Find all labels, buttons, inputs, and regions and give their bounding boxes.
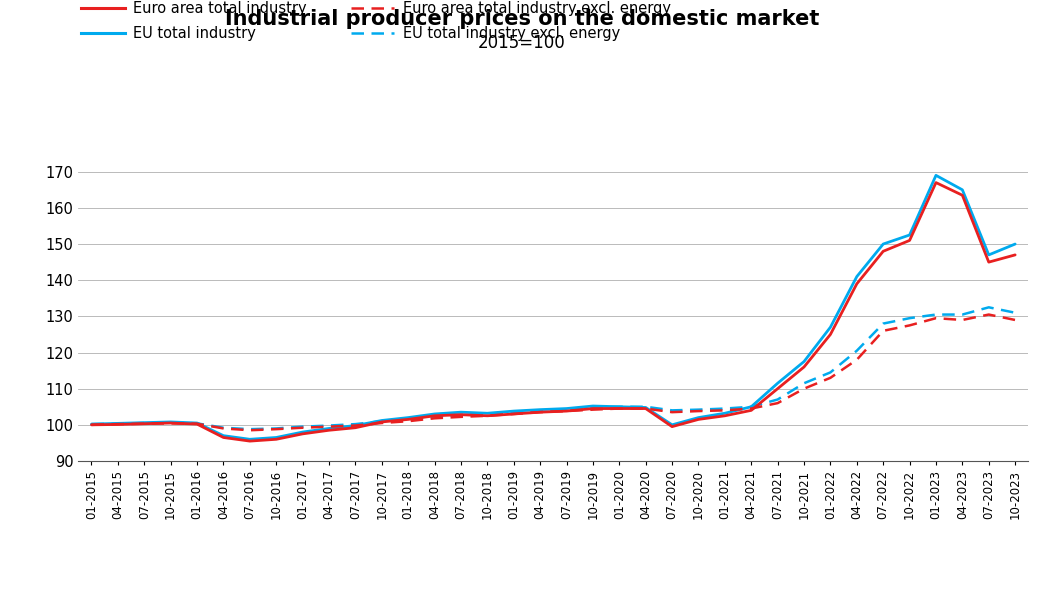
Legend: Euro area total industry, EU total industry, Euro area total industry excl. ener: Euro area total industry, EU total indus… [80,1,671,41]
Text: Industrial producer prices on the domestic market: Industrial producer prices on the domest… [224,9,820,29]
Text: 2015=100: 2015=100 [478,34,566,52]
